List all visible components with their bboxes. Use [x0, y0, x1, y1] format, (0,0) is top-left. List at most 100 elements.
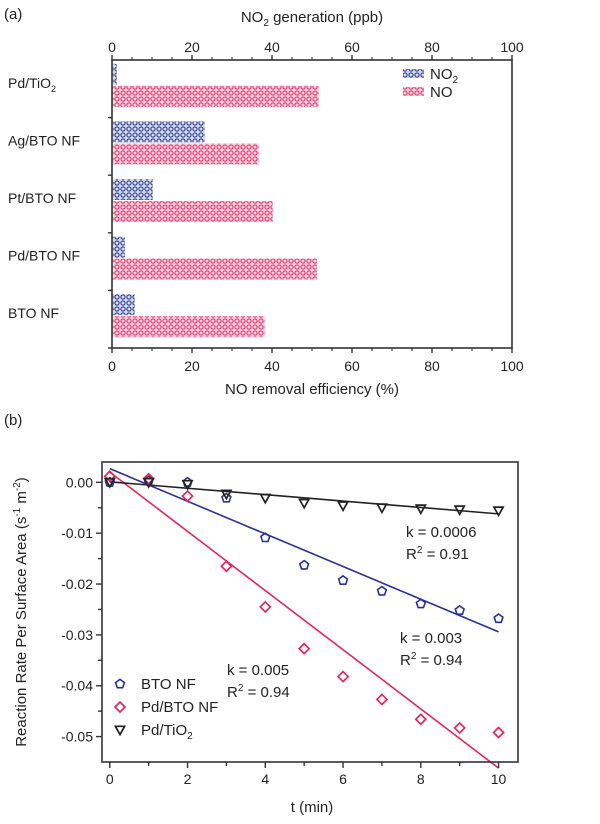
legend-label: Pd/BTO NF: [141, 699, 218, 716]
bar-no: [112, 316, 265, 338]
category-label-sub: 2: [51, 84, 56, 94]
panel-b-label: (b): [4, 412, 22, 429]
data-point-pd-bto-nf: [453, 721, 466, 735]
legend-marker-pd-bto-nf: [113, 700, 127, 714]
fit-line-pd-tio2: [109, 481, 499, 515]
legend-b: BTO NF Pd/BTO NF Pd/TiO2: [113, 676, 218, 742]
category-label-main: Pd/TiO: [8, 75, 51, 91]
data-point-pd-tio2: [181, 479, 194, 491]
bar-no: [112, 143, 259, 165]
fit-line-pd-bto-nf: [109, 471, 500, 769]
top-axis-tick-label: 20: [184, 39, 200, 55]
legend-label-sub: 2: [187, 731, 193, 742]
y-axis-tick-label: 0.00: [66, 474, 93, 490]
category-label-main: BTO NF: [8, 305, 59, 321]
bar-no2: [112, 294, 135, 316]
x-axis-tick-label: 0: [106, 771, 114, 787]
top-axis-tick-labels: 0 20 40 60 80 100: [108, 39, 524, 55]
annotation-k: k = 0.005: [227, 662, 289, 679]
annotation-r2-sup: 2: [238, 683, 244, 694]
data-point-pd-bto-nf: [297, 642, 311, 655]
annotation-k: k = 0.003: [400, 630, 462, 647]
data-points: [103, 470, 505, 739]
legend-swatch-no: [403, 87, 424, 96]
x-axis-tick-label: 8: [417, 771, 425, 787]
data-point-pd-tio2: [103, 477, 116, 489]
data-point-bto-nf: [454, 604, 466, 616]
bar-no: [112, 85, 319, 107]
data-point-pd-tio2: [453, 505, 466, 517]
top-axis-tick-label: 80: [424, 39, 440, 55]
y-axis-tick-label: -0.02: [61, 576, 93, 592]
category-label: BTO NF: [8, 305, 59, 321]
bottom-axis-tick-label: 100: [500, 358, 524, 374]
annotation-r2-main: R: [227, 684, 238, 701]
y-axis-tick-label: -0.05: [61, 729, 93, 745]
data-point-bto-nf: [493, 613, 504, 624]
legend-marker-bto-nf: [114, 678, 126, 689]
annotation-r2-sup: 2: [411, 651, 417, 662]
bottom-axis-tick-label: 0: [108, 358, 116, 374]
data-point-pd-tio2: [298, 498, 311, 510]
data-point-pd-tio2: [142, 477, 155, 489]
annotation-r2-main: R: [400, 652, 411, 669]
x-axis-tick-label: 4: [261, 771, 269, 787]
category-label: Pd/BTO NF: [8, 248, 80, 264]
data-point-pd-tio2: [220, 489, 233, 501]
plot-frame-b: [101, 461, 519, 763]
annotation-r2: R2 = 0.94: [400, 651, 463, 669]
data-point-bto-nf: [298, 559, 310, 570]
data-point-bto-nf: [337, 574, 349, 586]
top-axis-tick-label: 40: [264, 39, 280, 55]
annotation-r2-rest: = 0.91: [422, 546, 468, 563]
fit-lines: [109, 467, 500, 769]
data-point-pd-tio2: [259, 493, 272, 505]
legend-swatch-no2: [403, 69, 424, 78]
bottom-axis-title: NO removal efficiency (%): [225, 381, 399, 398]
annotation-r2-sup: 2: [417, 545, 423, 556]
x-axis-tick-label: 10: [491, 771, 507, 787]
bottom-axis-tick-label: 40: [264, 358, 280, 374]
bars: [112, 63, 319, 338]
tick-labels-b: 0 2 4 6 8 10 0.00 -0.01 -0.02 -0.03 -0.04 -0.05: [61, 474, 506, 787]
axis-ticks-b: [96, 481, 500, 768]
legend-a: NO2 NO: [403, 66, 459, 101]
annotation-r2: R2 = 0.91: [406, 545, 469, 563]
legend-label-no2: NO2: [430, 66, 459, 86]
data-point-pd-bto-nf: [220, 560, 233, 573]
y-axis-tick-label: -0.03: [61, 627, 93, 643]
x-axis-title-b: t (min): [291, 799, 334, 816]
data-point-bto-nf: [415, 598, 427, 609]
legend-label-no: NO: [430, 84, 453, 101]
annotation-r2-main: R: [406, 546, 417, 563]
bar-no2: [112, 121, 205, 143]
category-label: Ag/BTO NF: [8, 132, 80, 148]
annotation-r2-rest: = 0.94: [243, 684, 289, 701]
data-point-pd-bto-nf: [142, 472, 155, 485]
x-axis-tick-label: 6: [339, 771, 347, 787]
category-label: Pd/TiO2: [8, 75, 56, 94]
data-point-pd-bto-nf: [492, 726, 505, 739]
bottom-axis-tick-label: 20: [184, 358, 200, 374]
annotation-k: k = 0.0006: [406, 524, 476, 541]
legend-marker-pd-tio2: [113, 725, 127, 737]
axis-ticks-a: [108, 55, 513, 353]
category-labels: Pd/TiO2 Ag/BTO NF Pt/BTO NF Pd/BTO NF BTO NF: [8, 75, 80, 321]
panel-a-label: (a): [4, 6, 22, 23]
data-point-pd-bto-nf: [336, 670, 350, 683]
annotation-r2: R2 = 0.94: [227, 683, 290, 701]
top-axis-title: NO2 generation (ppb): [241, 9, 383, 29]
legend-label-main: Pd/TiO: [141, 722, 187, 739]
bottom-axis-tick-label: 60: [344, 358, 360, 374]
category-label-main: Pd/BTO NF: [8, 248, 80, 264]
category-label-main: Pt/BTO NF: [8, 190, 76, 206]
data-point-bto-nf: [259, 532, 271, 543]
bar-no2: [112, 179, 153, 200]
bar-no: [112, 258, 317, 280]
data-point-pd-bto-nf: [414, 713, 428, 726]
bottom-axis-tick-label: 80: [424, 358, 440, 374]
data-point-bto-nf: [221, 492, 232, 503]
bar-no: [112, 201, 273, 222]
